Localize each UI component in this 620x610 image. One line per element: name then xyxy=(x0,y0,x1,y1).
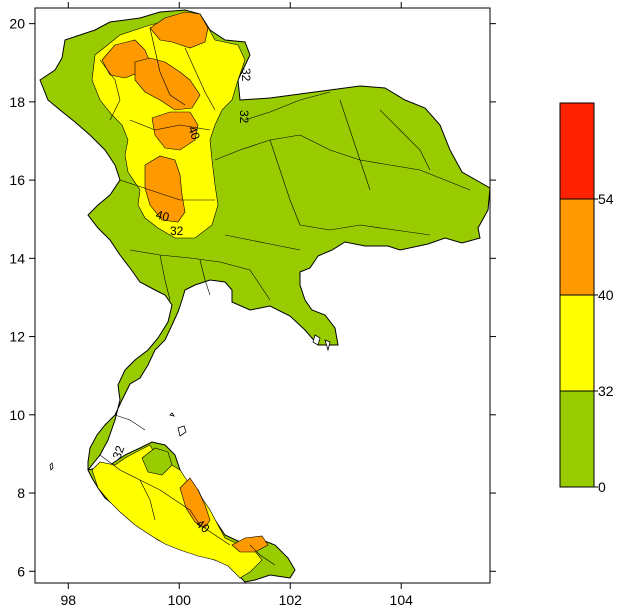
contour-label: 40 xyxy=(185,124,203,142)
x-axis: 98 100 102 104 xyxy=(61,2,414,608)
contour-label: 32 xyxy=(170,224,184,238)
x-tick-label: 100 xyxy=(168,592,192,608)
y-tick-label: 20 xyxy=(9,16,25,32)
contour-labels: 32 32 40 40 32 32 40 xyxy=(110,68,253,536)
contour-label: 32 xyxy=(110,443,128,461)
legend-swatch xyxy=(559,294,595,392)
y-tick-label: 8 xyxy=(17,485,25,501)
contour-label: 32 xyxy=(239,68,253,82)
y-tick-label: 18 xyxy=(9,94,25,110)
province-boundaries xyxy=(99,27,471,566)
contour-label: 32 xyxy=(237,110,251,124)
zone-40-54 xyxy=(101,11,269,553)
legend-swatch xyxy=(559,102,595,200)
contour-label: 40 xyxy=(154,207,171,224)
legend-label: 0 xyxy=(598,479,606,495)
legend-label: 32 xyxy=(598,383,614,399)
legend-swatch xyxy=(559,198,595,296)
x-tick-label: 102 xyxy=(279,592,303,608)
y-tick-label: 6 xyxy=(17,563,25,579)
legend-label: 54 xyxy=(598,191,614,207)
y-tick-label: 14 xyxy=(9,250,25,266)
y-tick-label: 16 xyxy=(9,172,25,188)
zone-green-pocket xyxy=(141,447,173,476)
y-tick-label: 12 xyxy=(9,329,25,345)
x-tick-label: 104 xyxy=(390,592,414,608)
legend-label: 40 xyxy=(598,287,614,303)
x-tick-label: 98 xyxy=(61,592,77,608)
legend-colorbar: 54 40 32 0 xyxy=(559,102,614,495)
y-tick-label: 10 xyxy=(9,407,25,423)
islands xyxy=(49,334,331,471)
y-axis: 6 8 10 12 14 16 18 20 xyxy=(9,16,496,579)
legend-swatch xyxy=(559,390,595,488)
